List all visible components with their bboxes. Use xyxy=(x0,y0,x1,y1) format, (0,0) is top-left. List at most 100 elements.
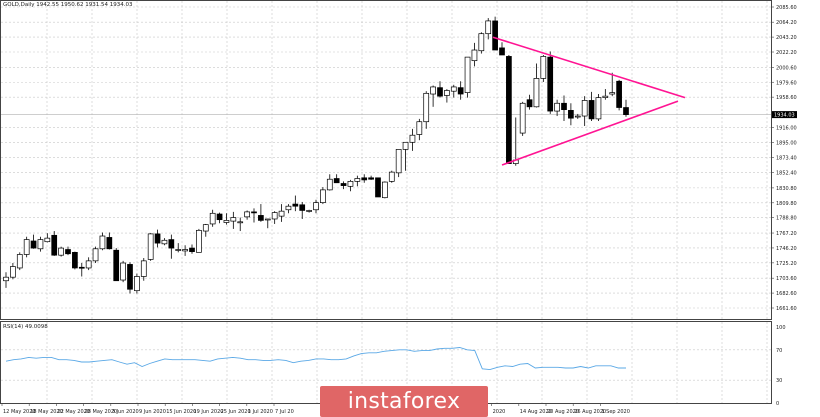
bear-candle xyxy=(30,240,37,249)
y-axis-label: 1852.40 xyxy=(776,171,797,177)
bull-candle xyxy=(609,92,616,95)
bear-candle xyxy=(65,249,71,255)
bull-candle xyxy=(450,86,457,92)
bull-candle xyxy=(430,86,436,95)
y-axis-label: 1979.60 xyxy=(776,80,797,86)
x-axis-label: 18 May 2020 xyxy=(30,409,63,415)
bull-candle xyxy=(595,97,602,120)
x-axis-label: 22 May 2020 xyxy=(57,409,90,415)
bear-candle xyxy=(333,178,340,184)
bear-candle xyxy=(361,177,368,181)
y-axis-label: 1703.60 xyxy=(776,276,797,282)
triangle-upper-line xyxy=(492,36,686,99)
y-axis-label: 1830.80 xyxy=(776,186,797,192)
bull-candle xyxy=(540,56,547,79)
bull-candle xyxy=(326,178,333,191)
bull-candle xyxy=(230,217,237,222)
current-price-label: 1934.03 xyxy=(774,113,795,119)
bear-candle xyxy=(106,237,113,250)
bull-candle xyxy=(354,178,361,182)
bull-candle xyxy=(23,239,30,255)
y-axis-label: 1746.20 xyxy=(776,246,797,252)
bull-candle xyxy=(196,229,202,253)
bear-candle xyxy=(492,20,498,51)
bull-candle xyxy=(92,248,99,262)
bull-candle xyxy=(147,233,154,260)
bull-candle xyxy=(182,249,188,252)
bull-candle xyxy=(140,260,147,277)
bear-candle xyxy=(78,266,85,269)
x-axis-label: 7 Jul 20 xyxy=(275,409,294,415)
y-axis-label: 1809.80 xyxy=(776,201,797,207)
y-axis-label: 2085.60 xyxy=(776,5,797,11)
x-axis-label: 2020 xyxy=(493,409,506,415)
x-axis-label: 20 Aug 2020 xyxy=(547,409,579,415)
instaforex-watermark: instaforex xyxy=(320,386,488,417)
bear-candle xyxy=(168,239,175,249)
x-axis-label: 1 Sep 2020 xyxy=(601,409,630,415)
bull-candle xyxy=(271,212,278,220)
rsi-axis-label: 0 xyxy=(776,401,779,407)
bear-candle xyxy=(368,177,374,180)
bear-candle xyxy=(437,87,443,97)
triangle-lower-line xyxy=(501,100,679,166)
y-axis-label: 2064.20 xyxy=(776,20,797,26)
y-axis-label: 1873.40 xyxy=(776,156,797,162)
bull-candle xyxy=(85,260,92,269)
bull-candle xyxy=(402,141,409,150)
y-axis-label: 1725.20 xyxy=(776,261,797,267)
bull-candle xyxy=(471,49,478,62)
bull-candle xyxy=(554,102,560,112)
bull-candle xyxy=(444,90,450,96)
bear-candle xyxy=(251,211,257,214)
bull-candle xyxy=(306,210,312,212)
bear-candle xyxy=(154,233,161,244)
y-axis-label: 2022.20 xyxy=(776,50,797,56)
x-axis-label: 25 Jun 2020 xyxy=(221,409,251,415)
x-axis-label: 15 Jun 2020 xyxy=(166,409,196,415)
rsi-axis-label: 30 xyxy=(776,378,782,384)
bear-candle xyxy=(299,204,306,211)
bull-candle xyxy=(416,121,423,135)
bull-candle xyxy=(581,100,588,117)
bear-candle xyxy=(547,56,554,112)
bear-candle xyxy=(499,47,505,56)
current-price-badge xyxy=(772,111,797,119)
bull-candle xyxy=(161,239,168,245)
y-axis-label: 1661.60 xyxy=(776,306,797,312)
bear-candle xyxy=(457,87,464,95)
x-axis-label: 28 May 2020 xyxy=(85,409,118,415)
bull-candle xyxy=(574,115,581,118)
bull-candle xyxy=(134,276,140,292)
bull-candle xyxy=(409,134,416,143)
bear-candle xyxy=(375,177,381,198)
bear-candle xyxy=(506,56,512,164)
bull-candle xyxy=(223,220,230,223)
bear-candle xyxy=(72,251,78,269)
rsi-line xyxy=(5,347,626,371)
y-axis-label: 1682.60 xyxy=(776,291,797,297)
bull-candle xyxy=(3,276,9,282)
bull-candle xyxy=(209,212,216,225)
y-axis-label: 2043.20 xyxy=(776,35,797,41)
x-axis-label: 3 Jun 2020 xyxy=(112,409,139,415)
symbol-ohlc-label: GOLD,Daily 1942.55 1950.62 1931.54 1934.… xyxy=(3,2,133,8)
bear-candle xyxy=(113,249,120,282)
bear-candle xyxy=(216,213,223,221)
bull-candle xyxy=(285,205,292,211)
x-axis-label: 12 May 2020 xyxy=(3,409,36,415)
y-axis-label: 2000.60 xyxy=(776,65,797,71)
rsi-label: RSI(14) 49.0098 xyxy=(3,324,48,330)
bull-candle xyxy=(278,210,285,217)
bear-candle xyxy=(189,247,195,252)
bull-candle xyxy=(478,33,485,52)
bull-candle xyxy=(120,262,126,281)
bull-candle xyxy=(382,181,388,199)
bull-candle xyxy=(237,221,244,224)
bull-candle xyxy=(320,189,326,204)
bull-candle xyxy=(202,224,209,232)
x-axis-label: 19 Jun 2020 xyxy=(193,409,223,415)
x-axis-label: 14 Aug 2020 xyxy=(520,409,552,415)
bull-candle xyxy=(244,211,250,218)
bear-candle xyxy=(51,234,58,256)
